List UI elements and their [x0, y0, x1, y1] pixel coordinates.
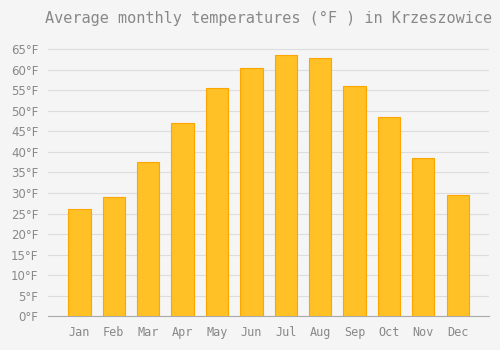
Title: Average monthly temperatures (°F ) in Krzeszowice: Average monthly temperatures (°F ) in Kr…	[45, 11, 492, 26]
Bar	[378, 117, 400, 316]
Bar	[344, 86, 365, 316]
Bar	[172, 123, 194, 316]
Bar	[274, 56, 297, 316]
Bar	[206, 88, 228, 316]
Bar	[412, 158, 434, 316]
Bar	[68, 209, 90, 316]
Bar	[102, 197, 125, 316]
Bar	[446, 195, 469, 316]
Bar	[137, 162, 160, 316]
Bar	[309, 57, 332, 316]
Bar	[240, 68, 262, 316]
